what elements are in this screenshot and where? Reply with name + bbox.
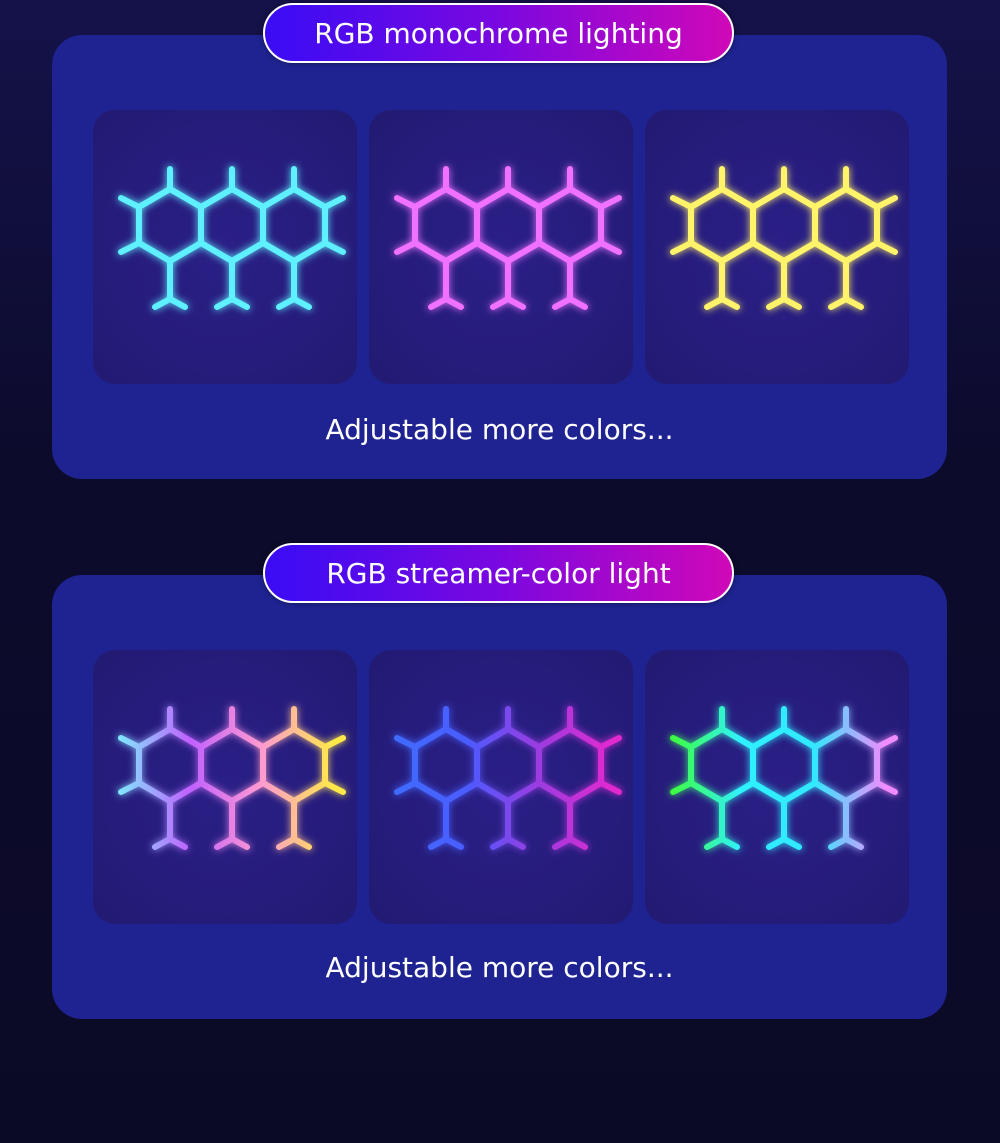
base-connector xyxy=(828,258,864,310)
connector-stub xyxy=(118,195,142,255)
base-connector xyxy=(152,258,188,310)
hex-light-tile xyxy=(369,650,633,924)
hex-panel-graphic xyxy=(670,706,898,850)
hexagon-segment xyxy=(260,726,328,804)
hexagon-segment xyxy=(474,726,542,804)
connector-stub xyxy=(670,735,694,795)
hex-light-tile xyxy=(645,650,909,924)
hex-light-tile xyxy=(93,110,357,384)
connector-stub xyxy=(874,195,898,255)
hex-light-tile xyxy=(93,650,357,924)
hexagon-segment xyxy=(198,726,266,804)
hexagon-segment xyxy=(688,726,756,804)
base-connector xyxy=(490,258,526,310)
hexagon-segment xyxy=(750,726,818,804)
connector-stub xyxy=(598,735,622,795)
hexagon-segment xyxy=(136,726,204,804)
base-connector xyxy=(766,258,802,310)
hexagon-segment xyxy=(812,186,880,264)
hexagon-segment xyxy=(198,186,266,264)
hex-light-tile xyxy=(645,110,909,384)
hex-light-tile xyxy=(369,110,633,384)
connector-stub xyxy=(118,735,142,795)
base-connector xyxy=(552,258,588,310)
base-connector xyxy=(704,258,740,310)
base-connector xyxy=(276,798,312,850)
monochrome-title-badge: RGB monochrome lighting xyxy=(263,3,734,63)
base-connector xyxy=(552,798,588,850)
connector-stub xyxy=(322,195,346,255)
hexagon-segment xyxy=(412,726,480,804)
connector-stub xyxy=(670,195,694,255)
streamer-caption: Adjustable more colors... xyxy=(325,951,674,984)
base-connector xyxy=(214,258,250,310)
base-connector xyxy=(828,798,864,850)
base-connector xyxy=(766,798,802,850)
monochrome-title: RGB monochrome lighting xyxy=(314,16,683,50)
hex-panel-graphic xyxy=(118,166,346,310)
hexagon-segment xyxy=(812,726,880,804)
streamer-title: RGB streamer-color light xyxy=(326,556,671,590)
base-connector xyxy=(428,798,464,850)
base-connector xyxy=(152,798,188,850)
hex-panel-graphic xyxy=(118,706,346,850)
connector-stub xyxy=(394,195,418,255)
monochrome-caption: Adjustable more colors... xyxy=(325,413,674,446)
hexagon-segment xyxy=(750,186,818,264)
connector-stub xyxy=(322,735,346,795)
hexagon-segment xyxy=(688,186,756,264)
hexagon-segment xyxy=(536,186,604,264)
hexagon-segment xyxy=(474,186,542,264)
hexagon-segment xyxy=(136,186,204,264)
hex-panel-graphic xyxy=(394,166,622,310)
hex-panel-graphic xyxy=(394,706,622,850)
base-connector xyxy=(214,798,250,850)
base-connector xyxy=(490,798,526,850)
base-connector xyxy=(276,258,312,310)
hexagon-segment xyxy=(260,186,328,264)
base-connector xyxy=(428,258,464,310)
hexagon-segment xyxy=(412,186,480,264)
hex-panel-graphic xyxy=(670,166,898,310)
connector-stub xyxy=(394,735,418,795)
connector-stub xyxy=(598,195,622,255)
streamer-title-badge: RGB streamer-color light xyxy=(263,543,734,603)
base-connector xyxy=(704,798,740,850)
connector-stub xyxy=(874,735,898,795)
hexagon-segment xyxy=(536,726,604,804)
